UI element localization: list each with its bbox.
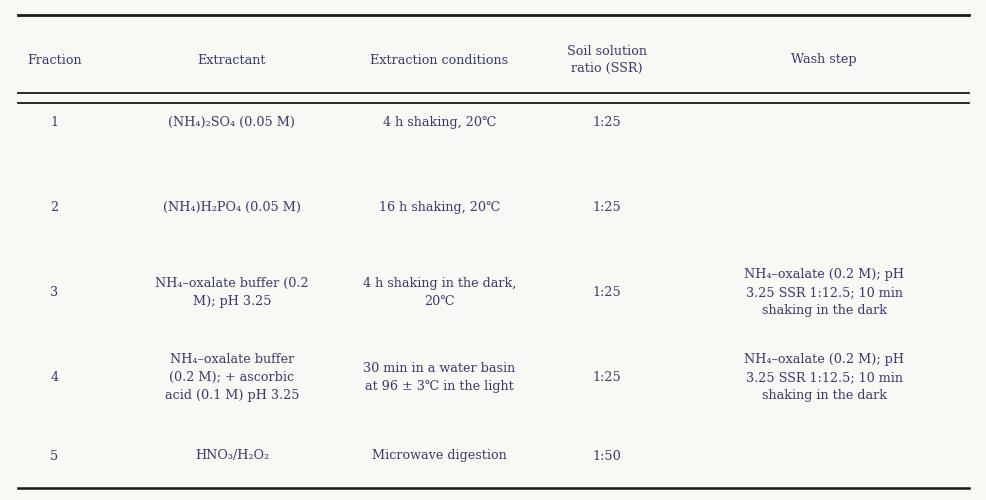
- Text: 1:50: 1:50: [592, 450, 621, 462]
- Text: 3: 3: [50, 286, 58, 299]
- Text: Extractant: Extractant: [197, 54, 266, 66]
- Text: NH₄–oxalate buffer (0.2
M); pH 3.25: NH₄–oxalate buffer (0.2 M); pH 3.25: [155, 277, 309, 308]
- Text: (NH₄)₂SO₄ (0.05 M): (NH₄)₂SO₄ (0.05 M): [169, 116, 295, 129]
- Text: NH₄–oxalate (0.2 M); pH
3.25 SSR 1:12.5; 10 min
shaking in the dark: NH₄–oxalate (0.2 M); pH 3.25 SSR 1:12.5;…: [743, 268, 903, 317]
- Text: Microwave digestion: Microwave digestion: [372, 450, 506, 462]
- Text: 1:25: 1:25: [592, 116, 621, 129]
- Text: 4: 4: [50, 371, 58, 384]
- Text: Extraction conditions: Extraction conditions: [370, 54, 508, 66]
- Text: (NH₄)H₂PO₄ (0.05 M): (NH₄)H₂PO₄ (0.05 M): [163, 201, 301, 214]
- Text: Soil solution
ratio (SSR): Soil solution ratio (SSR): [566, 45, 647, 75]
- Text: Wash step: Wash step: [791, 54, 856, 66]
- Text: 30 min in a water basin
at 96 ± 3℃ in the light: 30 min in a water basin at 96 ± 3℃ in th…: [363, 362, 515, 393]
- Text: 1:25: 1:25: [592, 286, 621, 299]
- Text: NH₄–oxalate buffer
(0.2 M); + ascorbic
acid (0.1 M) pH 3.25: NH₄–oxalate buffer (0.2 M); + ascorbic a…: [165, 353, 299, 402]
- Text: 4 h shaking in the dark,
20℃: 4 h shaking in the dark, 20℃: [362, 277, 516, 308]
- Text: 1:25: 1:25: [592, 201, 621, 214]
- Text: 2: 2: [50, 201, 58, 214]
- Text: 4 h shaking, 20℃: 4 h shaking, 20℃: [383, 116, 495, 129]
- Text: Fraction: Fraction: [27, 54, 82, 66]
- Text: 5: 5: [50, 450, 58, 462]
- Text: 1:25: 1:25: [592, 371, 621, 384]
- Text: 16 h shaking, 20℃: 16 h shaking, 20℃: [379, 201, 499, 214]
- Text: HNO₃/H₂O₂: HNO₃/H₂O₂: [194, 450, 269, 462]
- Text: NH₄–oxalate (0.2 M); pH
3.25 SSR 1:12.5; 10 min
shaking in the dark: NH₄–oxalate (0.2 M); pH 3.25 SSR 1:12.5;…: [743, 353, 903, 402]
- Text: 1: 1: [50, 116, 58, 129]
